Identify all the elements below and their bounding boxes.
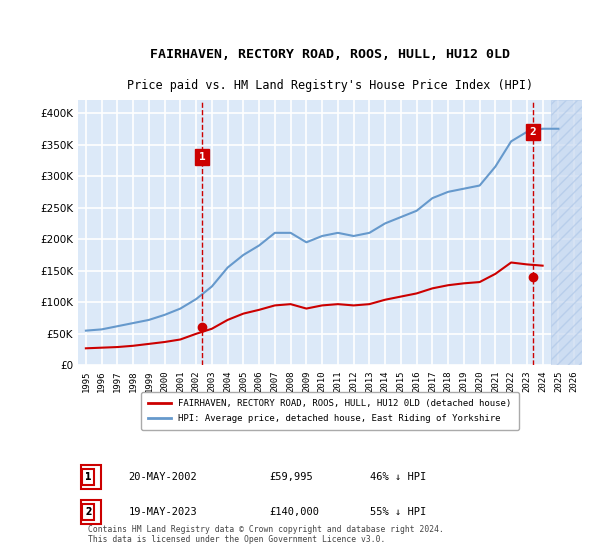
Text: 1: 1	[85, 472, 91, 482]
FancyBboxPatch shape	[80, 500, 101, 524]
Text: 1: 1	[85, 472, 91, 482]
Bar	[551, 100, 582, 365]
Text: 1: 1	[199, 152, 205, 162]
Legend: FAIRHAVEN, RECTORY ROAD, ROOS, HULL, HU12 0LD (detached house), HPI: Average pri: FAIRHAVEN, RECTORY ROAD, ROOS, HULL, HU1…	[141, 392, 519, 430]
FancyBboxPatch shape	[80, 465, 101, 489]
Text: 46% ↓ HPI: 46% ↓ HPI	[370, 472, 427, 482]
Text: £59,995: £59,995	[269, 472, 313, 482]
Text: 2: 2	[85, 507, 91, 517]
Text: 19-MAY-2023: 19-MAY-2023	[128, 507, 197, 517]
Text: 2: 2	[85, 507, 91, 517]
Text: £140,000: £140,000	[269, 507, 320, 517]
Text: 1: 1	[85, 472, 91, 482]
Text: 55% ↓ HPI: 55% ↓ HPI	[370, 507, 427, 517]
Text: Contains HM Land Registry data © Crown copyright and database right 2024.
This d: Contains HM Land Registry data © Crown c…	[88, 525, 444, 544]
Text: FAIRHAVEN, RECTORY ROAD, ROOS, HULL, HU12 0LD: FAIRHAVEN, RECTORY ROAD, ROOS, HULL, HU1…	[150, 48, 510, 62]
Text: Price paid vs. HM Land Registry's House Price Index (HPI): Price paid vs. HM Land Registry's House …	[127, 79, 533, 92]
Text: 2: 2	[85, 507, 91, 517]
Text: 20-MAY-2002: 20-MAY-2002	[128, 472, 197, 482]
Text: 2: 2	[529, 127, 536, 137]
